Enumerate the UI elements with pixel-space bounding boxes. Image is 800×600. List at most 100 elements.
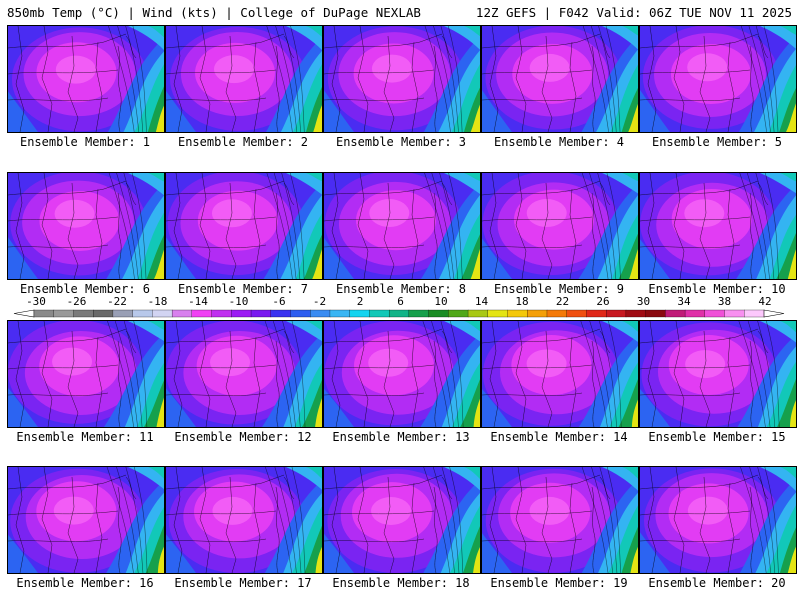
- colorbar-left-arrow: [13, 309, 35, 318]
- colorbar-swatch: [625, 309, 647, 318]
- colorbar-tick-label: -18: [147, 295, 168, 308]
- colorbar-tick-label: 26: [596, 295, 610, 308]
- colorbar-swatch: [428, 309, 449, 318]
- ensemble-member-map: [165, 172, 323, 280]
- ensemble-member-caption: Ensemble Member: 10: [648, 282, 786, 296]
- temperature-colorbar: [13, 309, 785, 318]
- ensemble-member-caption: Ensemble Member: 13: [332, 430, 470, 444]
- temperature-map: [166, 26, 322, 132]
- ensemble-member-caption: Ensemble Member: 18: [332, 576, 470, 590]
- ensemble-member-map: [639, 172, 797, 280]
- ensemble-member-caption: Ensemble Member: 2: [177, 135, 309, 149]
- colorbar-swatch: [132, 309, 153, 318]
- colorbar-swatch: [270, 309, 291, 318]
- ensemble-member-map: [639, 320, 797, 428]
- colorbar-swatch: [744, 309, 765, 318]
- colorbar-swatch: [33, 309, 55, 318]
- ensemble-member-map: [481, 25, 639, 133]
- ensemble-member-caption: Ensemble Member: 1: [19, 135, 151, 149]
- ensemble-member-caption: Ensemble Member: 14: [490, 430, 628, 444]
- colorbar-tick-label: 6: [397, 295, 404, 308]
- colorbar-tick-label: -14: [188, 295, 208, 308]
- ensemble-member-caption: Ensemble Member: 12: [174, 430, 312, 444]
- ensemble-member-map: [7, 25, 165, 133]
- ensemble-member-map: [481, 466, 639, 574]
- temperature-map: [640, 467, 796, 573]
- colorbar-tick-label: -22: [107, 295, 127, 308]
- colorbar-swatch: [684, 309, 706, 318]
- colorbar-swatch: [171, 309, 193, 318]
- temperature-map: [640, 173, 796, 279]
- ensemble-member-caption: Ensemble Member: 3: [335, 135, 467, 149]
- ensemble-member-caption: Ensemble Member: 7: [177, 282, 309, 296]
- ensemble-member-caption: Ensemble Member: 15: [648, 430, 786, 444]
- ensemble-member-caption: Ensemble Member: 11: [16, 430, 154, 444]
- ensemble-member-map: [165, 466, 323, 574]
- colorbar-swatch: [408, 309, 430, 318]
- colorbar-swatch: [310, 309, 331, 318]
- temperature-map: [482, 26, 638, 132]
- ensemble-member-caption: Ensemble Member: 8: [335, 282, 467, 296]
- colorbar-swatch: [369, 309, 390, 318]
- page-title: 850mb Temp (°C) | Wind (kts) | College o…: [7, 5, 421, 20]
- temperature-map: [8, 321, 164, 427]
- ensemble-member-map: [323, 172, 481, 280]
- temperature-map: [324, 321, 480, 427]
- colorbar-swatch: [388, 309, 410, 318]
- temperature-map: [482, 173, 638, 279]
- colorbar-swatch: [329, 309, 351, 318]
- colorbar-swatch: [191, 309, 213, 318]
- temperature-map: [8, 173, 164, 279]
- ensemble-member-map: [639, 466, 797, 574]
- colorbar-swatch: [487, 309, 508, 318]
- colorbar-swatch: [566, 309, 587, 318]
- colorbar-swatch: [527, 309, 548, 318]
- ensemble-member-map: [165, 320, 323, 428]
- ensemble-member-map: [481, 320, 639, 428]
- colorbar-swatch: [704, 309, 725, 318]
- temperature-map: [166, 467, 322, 573]
- colorbar-swatch: [724, 309, 745, 318]
- temperature-map: [482, 467, 638, 573]
- colorbar-swatch: [586, 309, 607, 318]
- colorbar-tick-label: 18: [515, 295, 529, 308]
- colorbar-tick-label: 2: [356, 295, 364, 308]
- colorbar-tick-label: 42: [758, 295, 772, 308]
- colorbar-tick-label: -30: [26, 295, 46, 308]
- ensemble-member-caption: Ensemble Member: 9: [493, 282, 625, 296]
- colorbar-tick-label: 22: [555, 295, 570, 308]
- temperature-map: [324, 173, 480, 279]
- colorbar-swatch: [290, 309, 311, 318]
- temperature-map: [640, 26, 796, 132]
- temperature-map: [166, 321, 322, 427]
- temperature-map: [482, 321, 638, 427]
- colorbar-tick-label: 30: [636, 295, 651, 308]
- colorbar-swatch: [507, 309, 528, 318]
- colorbar-swatch: [152, 309, 173, 318]
- colorbar-swatch: [448, 309, 469, 318]
- ensemble-member-map: [323, 466, 481, 574]
- colorbar-swatch: [349, 309, 370, 318]
- ensemble-member-caption: Ensemble Member: 19: [490, 576, 628, 590]
- ensemble-member-caption: Ensemble Member: 16: [16, 576, 154, 590]
- temperature-map: [8, 467, 164, 573]
- colorbar-swatch: [93, 309, 114, 318]
- temperature-map: [324, 26, 480, 132]
- colorbar-swatch: [53, 309, 74, 318]
- ensemble-member-caption: Ensemble Member: 17: [174, 576, 312, 590]
- ensemble-member-caption: Ensemble Member: 5: [651, 135, 783, 149]
- ensemble-member-caption: Ensemble Member: 6: [19, 282, 151, 296]
- colorbar-swatch: [112, 309, 134, 318]
- colorbar-tick-label: 38: [717, 295, 732, 308]
- ensemble-member-map: [323, 25, 481, 133]
- ensemble-member-map: [323, 320, 481, 428]
- ensemble-member-map: [7, 320, 165, 428]
- ensemble-member-map: [7, 466, 165, 574]
- colorbar-swatch: [665, 309, 686, 318]
- colorbar-swatch: [250, 309, 272, 318]
- ensemble-member-caption: Ensemble Member: 20: [648, 576, 786, 590]
- ensemble-member-caption: Ensemble Member: 4: [493, 135, 625, 149]
- colorbar-tick-label: -26: [66, 295, 87, 308]
- colorbar-tick-label: -2: [312, 295, 327, 308]
- ensemble-member-map: [165, 25, 323, 133]
